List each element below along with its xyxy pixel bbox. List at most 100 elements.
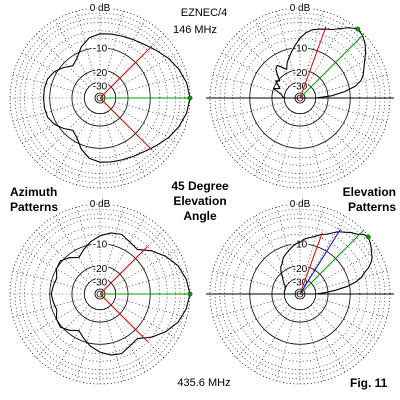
center-title-line1: 45 Degree <box>171 179 229 193</box>
grid-spoke <box>54 111 93 177</box>
grid-spoke <box>36 108 90 162</box>
grid-spoke <box>254 215 293 281</box>
ring-label: -20 <box>293 264 308 275</box>
grid-spoke <box>276 309 297 382</box>
elevation-label-line1: Elevation <box>343 185 396 199</box>
ring-label: -20 <box>93 68 108 79</box>
grid-spoke <box>54 307 93 373</box>
ring-label: 0 dB <box>90 199 111 210</box>
program-label: EZNEC/4 <box>181 7 227 19</box>
grid-spoke <box>221 301 287 340</box>
grid-spoke <box>54 19 93 85</box>
azimuth-label-line2: Patterns <box>10 200 58 214</box>
grid-spoke <box>115 270 188 291</box>
pattern-trace <box>42 33 191 163</box>
grid-spoke <box>254 111 293 177</box>
center-title-line3: Angle <box>183 209 217 223</box>
grid-spoke <box>303 309 324 382</box>
grid-spoke <box>115 101 188 122</box>
green-direction-line <box>299 34 364 99</box>
grid-spoke <box>236 108 290 162</box>
center-title-line2: Elevation <box>173 194 226 208</box>
grid-spoke <box>107 215 146 281</box>
max-gain-marker <box>187 291 193 297</box>
grid-spoke <box>315 74 388 95</box>
grid-spoke <box>307 307 346 373</box>
ring-label: 0 dB <box>290 199 311 210</box>
ring-label: -30 <box>293 81 308 92</box>
grid-spoke <box>315 297 388 318</box>
ring-label: -10 <box>293 44 308 55</box>
grid-spoke <box>107 307 146 373</box>
grid-spoke <box>212 74 285 95</box>
red-direction-line <box>99 246 148 295</box>
grid-spoke <box>221 248 287 287</box>
elevation-label-line2: Patterns <box>348 200 396 214</box>
figure-number: Fig. 11 <box>350 376 388 390</box>
grid-spoke <box>310 108 364 162</box>
grid-spoke <box>313 105 379 144</box>
grid-spoke <box>303 113 324 186</box>
grid-spoke <box>254 307 293 373</box>
grid-spoke <box>54 215 93 281</box>
ring-label: 0 dB <box>90 3 111 14</box>
grid-spoke <box>212 101 285 122</box>
grid-spoke <box>276 113 297 186</box>
ring-label: -20 <box>293 68 308 79</box>
grid-spoke <box>76 309 97 382</box>
elevation-plot-435: 0 dB-10-20-30 <box>206 198 394 385</box>
red-direction-line <box>99 97 153 151</box>
grid-spoke <box>12 270 85 291</box>
grid-spoke <box>103 113 124 186</box>
grid-spoke <box>21 301 87 340</box>
red-direction-line <box>99 45 153 99</box>
ring-label: 0 dB <box>290 3 311 14</box>
grid-spoke <box>310 304 364 358</box>
grid-spoke <box>313 52 379 91</box>
red-direction-line <box>99 293 148 342</box>
grid-spoke <box>107 111 146 177</box>
grid-spoke <box>254 19 293 85</box>
grid-spoke <box>313 301 379 340</box>
grid-spoke <box>307 111 346 177</box>
max-gain-marker <box>365 234 371 240</box>
grid-spoke <box>115 74 188 95</box>
grid-spoke <box>315 101 388 122</box>
elevation-plot-146: 0 dB -10 -20 -30 <box>206 2 394 189</box>
ring-label: -30 <box>93 81 108 92</box>
pattern-trace <box>273 27 367 99</box>
frequency-bottom: 435.6 MHz <box>177 377 230 389</box>
red-direction-line <box>299 26 327 99</box>
grid-spoke <box>115 297 188 318</box>
ring-label: -20 <box>93 264 108 275</box>
grid-spoke <box>212 270 285 291</box>
pattern-trace <box>280 231 373 295</box>
grid-spoke <box>113 248 179 287</box>
grid-spoke <box>221 105 287 144</box>
azimuth-plot-435: 0 dB -10 -20 -30 <box>9 198 193 385</box>
grid-spoke <box>236 304 290 358</box>
grid-spoke <box>103 309 124 382</box>
green-direction-line <box>299 230 364 295</box>
grid-spoke <box>76 113 97 186</box>
azimuth-plot-146: 0 dB -10 -20 -30 <box>9 2 193 189</box>
azimuth-label-line1: Azimuth <box>10 185 57 199</box>
grid-spoke <box>315 270 388 291</box>
grid-spoke <box>212 297 285 318</box>
max-gain-marker <box>355 26 361 32</box>
blue-direction-line <box>299 228 341 295</box>
grid-spoke <box>107 19 146 85</box>
grid-spoke <box>113 301 179 340</box>
grid-spoke <box>21 248 87 287</box>
frequency-top: 146 MHz <box>173 24 217 36</box>
grid-spoke <box>36 304 90 358</box>
ring-label: -10 <box>93 240 108 251</box>
max-gain-marker <box>187 95 193 101</box>
ring-label: -10 <box>93 44 108 55</box>
ring-label: -30 <box>93 277 108 288</box>
red-direction-line <box>299 232 323 295</box>
ring-label: -10 <box>293 240 308 251</box>
grid-spoke <box>307 215 346 281</box>
